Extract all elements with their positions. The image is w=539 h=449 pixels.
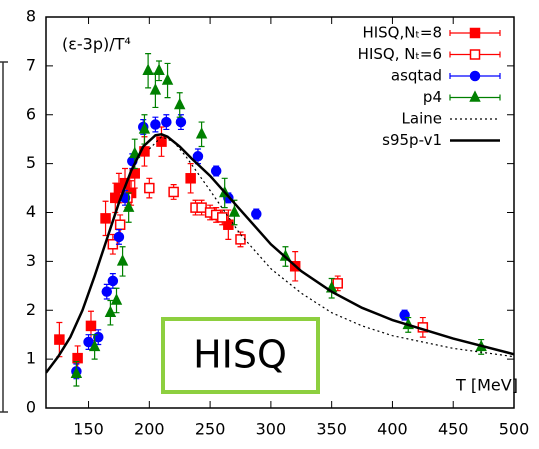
data-point	[195, 127, 208, 139]
data-point	[235, 234, 246, 245]
data-point	[110, 293, 123, 305]
series-points	[107, 177, 429, 338]
data-point	[196, 202, 207, 213]
y-tick-label: 8	[26, 7, 36, 26]
y-axis-title: (ε-3p)/T⁴	[62, 35, 131, 54]
x-tick-label: 350	[316, 420, 347, 439]
legend-marker	[469, 27, 481, 39]
data-point	[217, 212, 228, 223]
x-tick-label: 200	[134, 420, 165, 439]
data-point	[104, 305, 117, 317]
data-point	[100, 213, 111, 224]
data-point	[192, 151, 204, 162]
data-point	[175, 116, 187, 128]
data-point	[332, 278, 343, 289]
y-tick-label: 7	[26, 55, 36, 74]
data-point	[70, 366, 83, 379]
legend-label: p4	[423, 88, 442, 106]
hisq-label: HISQ	[193, 333, 287, 377]
legend-marker	[469, 70, 481, 82]
x-tick-label: 500	[499, 420, 530, 439]
data-point	[122, 200, 135, 212]
data-point	[142, 63, 154, 76]
y-tick-label: 2	[26, 300, 36, 319]
y-tick-label: 4	[26, 202, 36, 221]
data-point	[101, 286, 113, 297]
x-axis-title: T [MeV]	[455, 376, 518, 395]
x-tick-label: 300	[256, 420, 287, 439]
data-point	[149, 83, 162, 95]
data-point	[72, 352, 83, 364]
data-point	[251, 208, 262, 220]
y-tick-label: 1	[26, 349, 36, 368]
data-point	[116, 254, 129, 266]
y-tick-label: 6	[26, 104, 36, 123]
data-point	[83, 336, 94, 348]
x-tick-label: 400	[377, 420, 408, 439]
x-tick-label: 150	[73, 420, 104, 439]
data-point	[88, 339, 101, 352]
y-tick-label: 3	[26, 251, 36, 270]
y-tick-label: 5	[26, 153, 36, 172]
x-tick-label: 250	[195, 420, 226, 439]
y-tick-label: 0	[26, 398, 36, 417]
hisq-box	[161, 317, 320, 394]
data-point	[54, 334, 65, 345]
data-point	[210, 165, 222, 177]
data-point	[174, 97, 186, 110]
data-point	[129, 146, 141, 159]
data-point	[144, 182, 155, 194]
data-point	[168, 186, 179, 198]
neighbor-frame	[0, 61, 8, 413]
data-point	[185, 173, 196, 184]
legend-label: s95p-v1	[382, 131, 442, 149]
data-point	[161, 73, 174, 85]
legend-label: HISQ,Nₜ=8	[362, 24, 442, 42]
model-curve	[46, 133, 514, 374]
legend-marker	[469, 90, 481, 102]
data-point	[150, 119, 161, 130]
data-point	[113, 231, 125, 243]
x-tick-label: 450	[438, 420, 469, 439]
data-point	[153, 63, 165, 76]
legend-label: asqtad	[391, 67, 442, 85]
data-point	[161, 116, 172, 128]
data-point	[228, 205, 241, 217]
legend-label: HISQ, Nₜ=6	[358, 45, 442, 63]
data-point	[85, 320, 97, 332]
data-point	[114, 219, 126, 230]
legend-marker	[469, 49, 481, 60]
data-point	[107, 275, 119, 287]
data-point	[138, 122, 151, 134]
legend-label: Laine	[402, 110, 442, 128]
